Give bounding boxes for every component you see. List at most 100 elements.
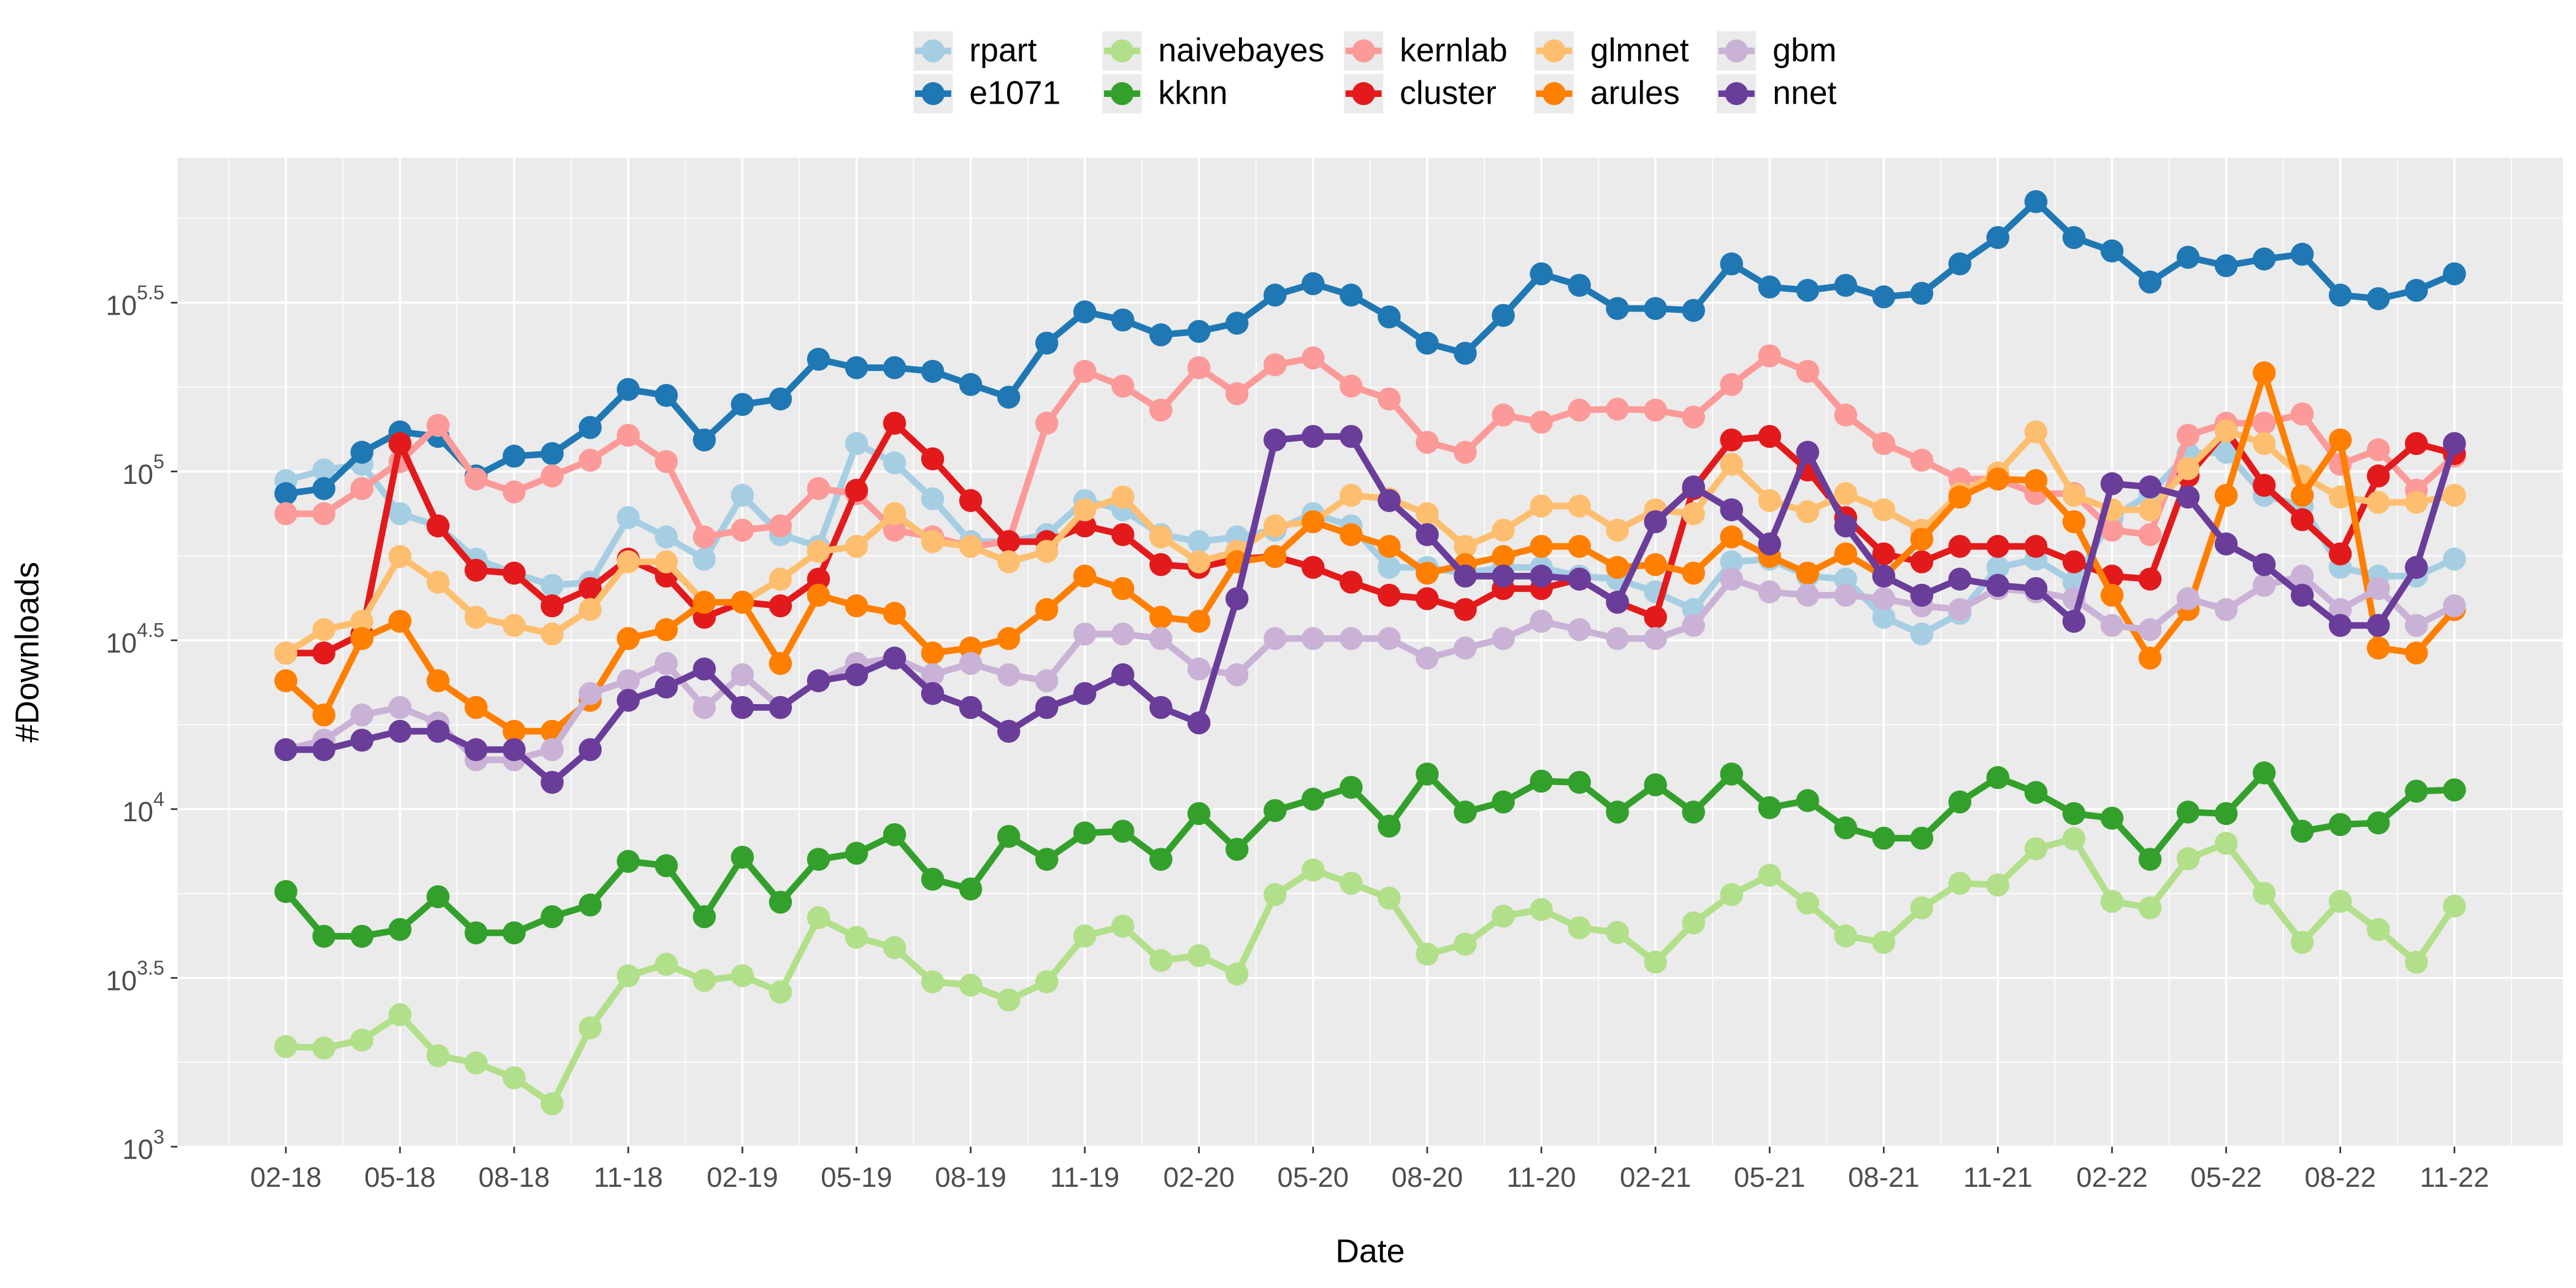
legend-label: kknn xyxy=(1158,75,1227,112)
x-tick-label: 02-22 xyxy=(2076,1162,2147,1193)
data-point xyxy=(1035,669,1059,692)
x-tick-label: 08-22 xyxy=(2304,1162,2375,1193)
data-point xyxy=(426,719,450,743)
series-line xyxy=(285,573,2456,764)
data-point xyxy=(312,703,335,727)
data-point xyxy=(616,378,640,401)
data-point xyxy=(1834,274,1858,297)
data-point xyxy=(1796,278,1820,302)
data-point xyxy=(1758,796,1781,819)
data-point xyxy=(2024,420,2048,443)
data-point xyxy=(1225,838,1249,861)
legend-key-point xyxy=(1725,82,1748,105)
data-point xyxy=(1682,502,1705,526)
data-point xyxy=(2366,464,2390,488)
data-point xyxy=(2366,577,2390,600)
data-point xyxy=(1301,788,1325,811)
data-point xyxy=(1682,405,1705,429)
data-point xyxy=(883,356,907,380)
data-point xyxy=(2252,412,2276,435)
data-point xyxy=(2176,587,2200,610)
data-point xyxy=(540,770,564,794)
data-point xyxy=(1149,398,1173,422)
data-point xyxy=(578,577,602,600)
data-point xyxy=(2176,245,2200,269)
data-point xyxy=(1301,424,1325,448)
legend-key-point xyxy=(1110,39,1134,63)
data-point xyxy=(2443,894,2466,918)
data-point xyxy=(1035,598,1059,621)
data-point xyxy=(807,477,830,500)
y-axis-title: #Downloads xyxy=(9,562,45,743)
data-point xyxy=(1378,535,1401,558)
y-tick-label: 104.5 xyxy=(106,619,164,659)
data-point xyxy=(1378,815,1401,838)
data-point xyxy=(1263,428,1287,452)
data-point xyxy=(1378,556,1401,579)
data-point xyxy=(730,663,754,686)
data-point xyxy=(1606,397,1629,421)
data-point xyxy=(2138,475,2162,499)
data-point xyxy=(540,738,564,762)
data-point xyxy=(730,393,754,416)
data-point xyxy=(1986,573,2010,597)
data-point xyxy=(502,480,526,504)
data-point xyxy=(1378,387,1401,411)
data-point xyxy=(2366,491,2390,514)
data-point xyxy=(959,973,983,997)
data-point xyxy=(2366,636,2390,660)
x-tick-label: 02-20 xyxy=(1163,1162,1235,1193)
data-point xyxy=(921,447,945,470)
data-point xyxy=(2062,510,2086,534)
data-point xyxy=(1568,916,1591,940)
data-point xyxy=(578,738,602,762)
data-point xyxy=(1872,605,1896,629)
data-point xyxy=(692,905,716,929)
data-point xyxy=(2252,573,2276,597)
data-point xyxy=(2062,483,2086,507)
data-point xyxy=(2138,567,2162,591)
data-point xyxy=(959,535,983,558)
x-tick-label: 08-19 xyxy=(935,1162,1006,1193)
data-point xyxy=(1225,312,1249,335)
data-point xyxy=(2138,646,2162,670)
data-point xyxy=(1948,252,1972,276)
data-point xyxy=(1720,883,1743,907)
data-point xyxy=(997,530,1021,553)
data-point xyxy=(807,540,830,563)
data-point xyxy=(1073,359,1097,383)
data-point xyxy=(1948,485,1972,509)
data-point xyxy=(2062,550,2086,573)
data-point xyxy=(883,646,907,670)
data-point xyxy=(997,663,1021,686)
data-point xyxy=(1454,564,1477,588)
data-point xyxy=(845,926,868,949)
data-point xyxy=(1834,403,1858,427)
data-point xyxy=(1834,542,1858,565)
data-point xyxy=(2443,547,2466,571)
data-point xyxy=(388,696,412,719)
data-point xyxy=(1986,535,2010,558)
data-point xyxy=(1910,896,1934,919)
data-point xyxy=(1872,826,1896,850)
legend-label: glmnet xyxy=(1590,33,1689,69)
data-point xyxy=(997,988,1021,1012)
data-point xyxy=(654,953,678,976)
data-point xyxy=(921,867,945,891)
data-point xyxy=(2024,577,2048,600)
data-point xyxy=(2100,889,2124,913)
data-point xyxy=(1378,583,1401,607)
data-point xyxy=(2290,242,2314,266)
data-point xyxy=(1606,800,1629,824)
data-point xyxy=(464,1051,488,1075)
data-point xyxy=(1340,523,1363,546)
data-point xyxy=(2100,239,2124,263)
data-point xyxy=(1073,924,1097,948)
data-point xyxy=(274,669,297,692)
data-point xyxy=(1149,323,1173,347)
data-point xyxy=(1720,428,1743,452)
data-point xyxy=(692,968,716,992)
data-point xyxy=(1492,564,1515,588)
legend-key-point xyxy=(1352,82,1375,105)
data-point xyxy=(2138,848,2162,871)
